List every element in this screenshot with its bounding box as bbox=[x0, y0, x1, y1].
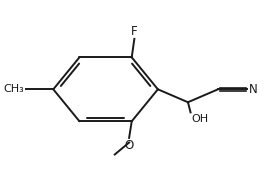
Text: O: O bbox=[124, 139, 134, 152]
Text: N: N bbox=[249, 83, 258, 96]
Text: F: F bbox=[131, 25, 138, 38]
Text: OH: OH bbox=[192, 114, 209, 124]
Text: CH₃: CH₃ bbox=[4, 84, 25, 94]
